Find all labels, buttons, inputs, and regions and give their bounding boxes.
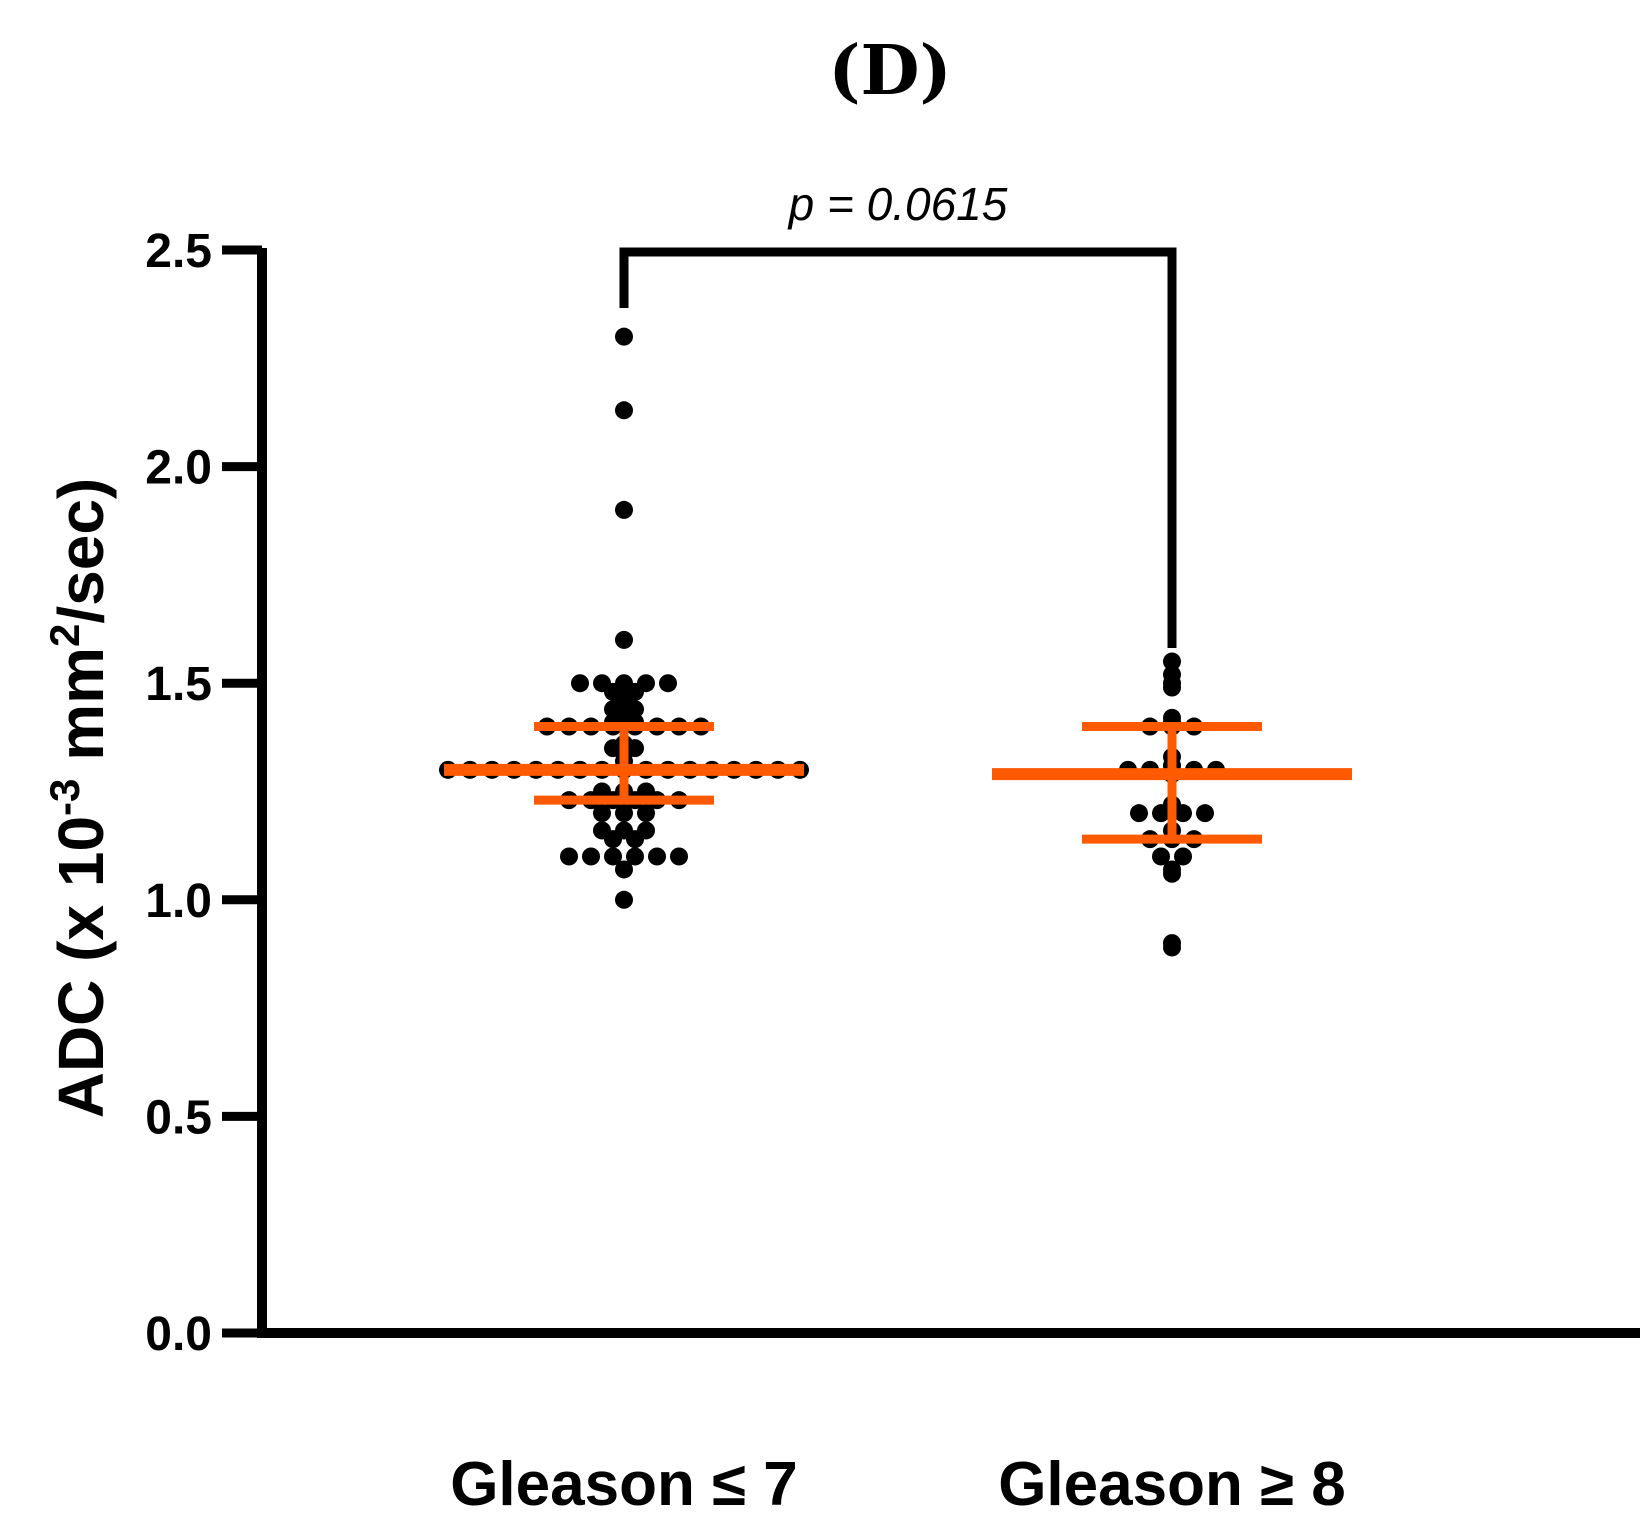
significance-bracket: p = 0.0615 bbox=[619, 178, 1177, 648]
data-point-s0-64 bbox=[560, 847, 578, 866]
data-point-s0-56 bbox=[593, 804, 611, 823]
data-point-s1-26 bbox=[1152, 847, 1170, 866]
data-point-s0-0 bbox=[615, 327, 633, 346]
x-category-label-0: Gleason ≤ 7 bbox=[450, 1450, 798, 1519]
x-axis: Gleason ≤ 7 Gleason ≥ 8 bbox=[257, 1328, 1640, 1519]
data-point-s1-27 bbox=[1174, 847, 1192, 866]
x-category-label-1: Gleason ≥ 8 bbox=[998, 1450, 1346, 1519]
y-tick-label-5: 2.5 bbox=[145, 225, 212, 278]
y-axis-label: ADC (x 10-3 mm2/sec) bbox=[41, 478, 117, 1119]
data-point-s0-3 bbox=[615, 630, 633, 649]
y-axis-label-exp1: -3 bbox=[41, 779, 88, 816]
data-point-s0-58 bbox=[637, 804, 655, 823]
data-point-s0-2 bbox=[615, 500, 633, 519]
data-point-s1-31 bbox=[1163, 938, 1181, 957]
data-point-s1-19 bbox=[1152, 804, 1170, 823]
y-tick-label-3: 1.5 bbox=[145, 658, 212, 711]
summary-bars bbox=[444, 722, 1352, 844]
data-point-s0-4 bbox=[571, 674, 589, 693]
y-axis-label-suffix: /sec) bbox=[45, 478, 117, 624]
data-point-s0-65 bbox=[582, 847, 600, 866]
data-point-s1-29 bbox=[1163, 864, 1181, 883]
data-point-s0-63 bbox=[626, 830, 644, 849]
panel-label: (D) bbox=[828, 31, 951, 111]
y-tick-label-2: 1.0 bbox=[145, 875, 212, 928]
data-point-s1-0 bbox=[1163, 652, 1181, 671]
y-tick-label-0: 0.0 bbox=[145, 1308, 212, 1361]
data-point-s1-20 bbox=[1174, 804, 1192, 823]
data-points bbox=[439, 327, 1225, 957]
y-tick-label-1: 0.5 bbox=[145, 1091, 212, 1144]
data-point-s0-62 bbox=[604, 830, 622, 849]
data-point-s0-8 bbox=[659, 674, 677, 693]
y-axis-label-mid: mm bbox=[45, 647, 117, 779]
data-point-s0-1 bbox=[615, 401, 633, 420]
data-point-s1-18 bbox=[1130, 804, 1148, 823]
data-point-s0-67 bbox=[626, 847, 644, 866]
data-point-s1-21 bbox=[1196, 804, 1214, 823]
data-point-s0-71 bbox=[615, 890, 633, 909]
p-value-label: p = 0.0615 bbox=[787, 178, 1008, 230]
data-point-s0-70 bbox=[615, 860, 633, 879]
y-tick-label-4: 2.0 bbox=[145, 442, 212, 495]
data-point-s0-68 bbox=[648, 847, 666, 866]
data-point-s0-69 bbox=[670, 847, 688, 866]
significance-bracket-line bbox=[619, 247, 1177, 648]
y-axis-label-exp2: 2 bbox=[41, 624, 88, 647]
y-axis: 0.0 0.5 1.0 1.5 2.0 2.5 bbox=[145, 225, 267, 1361]
data-point-s1-3 bbox=[1163, 678, 1181, 697]
data-point-s0-57 bbox=[615, 804, 633, 823]
y-axis-label-prefix: ADC (x 10 bbox=[45, 816, 117, 1118]
data-point-s0-66 bbox=[604, 847, 622, 866]
